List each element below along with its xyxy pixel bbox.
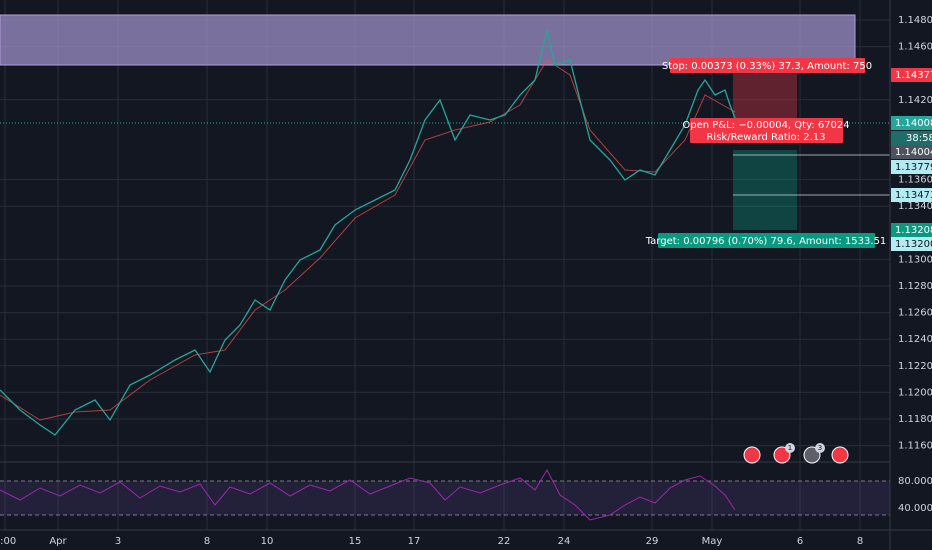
price-label: 1.13200 xyxy=(895,239,932,250)
stop-label: Stop: 0.00373 (0.33%) 37.3, Amount: 750 xyxy=(662,61,872,72)
rsi-line xyxy=(0,468,736,521)
time-tick-label: 8 xyxy=(204,536,210,547)
badge xyxy=(815,443,825,453)
zone-rectangle xyxy=(0,14,856,66)
price-tick-label: 1.13400 xyxy=(898,201,932,212)
time-tick-label: 3 xyxy=(115,536,121,547)
time-tick-label: 8 xyxy=(857,536,863,547)
time-tick-label: 17 xyxy=(408,536,421,547)
countdown-box xyxy=(891,131,932,145)
badge xyxy=(785,443,795,453)
price-label-box xyxy=(891,188,932,202)
price-line xyxy=(0,29,736,436)
price-tick-label: 1.14800 xyxy=(898,15,932,26)
risk-area xyxy=(733,65,797,123)
rsi-tick-label: 80.0000 xyxy=(898,476,932,487)
time-tick-label: 10 xyxy=(261,536,274,547)
close-button[interactable] xyxy=(831,446,849,464)
price-tick-label: 1.12800 xyxy=(898,281,932,292)
pnl-box xyxy=(690,118,843,143)
time-tick-label: 15 xyxy=(349,536,362,547)
buttons[interactable]: 1 3 xyxy=(743,443,849,464)
price-tick-label: 1.11800 xyxy=(898,414,932,425)
price-label: 1.13208 xyxy=(895,225,932,236)
target-label: Target: 0.00796 (0.70%) 79.6, Amount: 15… xyxy=(645,236,887,247)
price-label: 1.13473 xyxy=(895,190,932,201)
grid xyxy=(0,0,890,530)
time-tick-label: Apr xyxy=(49,536,67,547)
price-tick-label: 1.12000 xyxy=(898,387,932,398)
rsi-tick-label: 40.0000 xyxy=(898,503,932,514)
moving-average xyxy=(0,59,736,421)
time-tick-label: 24 xyxy=(558,536,571,547)
price-label-box xyxy=(891,223,932,237)
countdown: 38:58 xyxy=(906,133,932,144)
time-tick-label: 6 xyxy=(797,536,803,547)
price-tick-label: 1.12400 xyxy=(898,334,932,345)
price-label-box xyxy=(891,160,932,174)
time-tick-label: 22 xyxy=(498,536,511,547)
badge-text: 1 xyxy=(788,444,792,452)
target-box xyxy=(658,233,875,248)
pnl-label: Open P&L: −0.00004, Qty: 67024 xyxy=(682,120,849,131)
time-tick-label: 3:00 xyxy=(0,536,16,547)
price-label-box xyxy=(891,68,932,82)
stop-box xyxy=(670,58,865,73)
price-tick-label: 1.11600 xyxy=(898,441,932,452)
price-tick-label: 1.13000 xyxy=(898,254,932,265)
price-label-box xyxy=(891,145,932,159)
price-label: 1.14008 xyxy=(895,118,932,129)
price-tick-label: 1.12600 xyxy=(898,308,932,319)
price-tick-label: 1.13600 xyxy=(898,175,932,186)
ratio-label: Risk/Reward Ratio: 2.13 xyxy=(706,132,825,143)
price-label-box xyxy=(891,116,932,130)
price-label: 1.14004 xyxy=(895,147,932,158)
price-tick-label: 1.14600 xyxy=(898,42,932,53)
price-tick-label: 1.12200 xyxy=(898,361,932,372)
time-tick-label: May xyxy=(702,536,723,547)
price-label: 1.14377 xyxy=(895,70,932,81)
time-tick-label: 29 xyxy=(646,536,659,547)
reward-area xyxy=(733,150,797,230)
badge-text: 3 xyxy=(818,444,822,452)
price-label-box xyxy=(891,237,932,251)
price-label: 1.13779 xyxy=(895,162,932,173)
rsi-band xyxy=(0,481,890,515)
price-tick-label: 1.14200 xyxy=(898,95,932,106)
close-button[interactable] xyxy=(743,446,761,464)
